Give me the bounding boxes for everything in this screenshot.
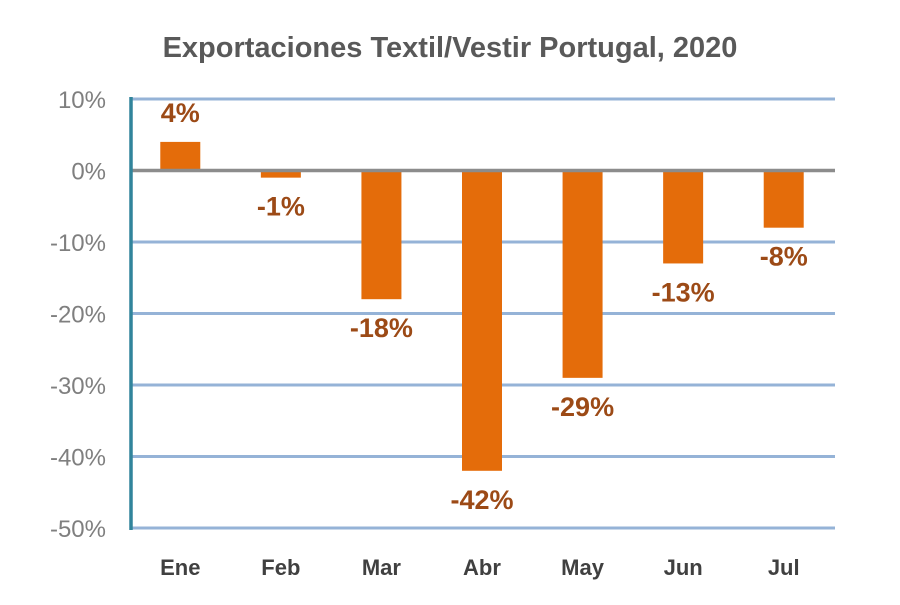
- y-tick-label: -40%: [50, 445, 106, 472]
- x-tick-label: Ene: [160, 555, 200, 580]
- bar: [361, 170, 402, 300]
- data-label: -13%: [652, 277, 715, 307]
- x-tick-label: Jul: [768, 555, 800, 580]
- bar: [663, 170, 704, 264]
- y-tick-label: -50%: [50, 516, 106, 543]
- y-tick-label: -10%: [50, 230, 106, 257]
- x-tick-label: Abr: [463, 555, 501, 580]
- y-tick-label: 10%: [58, 87, 106, 114]
- bar: [763, 170, 804, 228]
- x-tick-label: Feb: [261, 555, 300, 580]
- x-tick-label: Mar: [362, 555, 402, 580]
- data-label: -42%: [450, 485, 513, 515]
- y-tick-label: -30%: [50, 373, 106, 400]
- bar: [160, 141, 201, 171]
- bar: [260, 170, 301, 178]
- chart-title: Exportaciones Textil/Vestir Portugal, 20…: [163, 32, 738, 64]
- data-label: -29%: [551, 392, 614, 422]
- x-tick-label: May: [561, 555, 605, 580]
- x-tick-label: Jun: [664, 555, 703, 580]
- data-label: -8%: [760, 242, 808, 272]
- y-tick-label: 0%: [71, 159, 106, 186]
- data-label: -18%: [350, 313, 413, 343]
- y-tick-label: -20%: [50, 302, 106, 329]
- bar: [562, 170, 603, 378]
- bar: [462, 170, 502, 471]
- data-label: -1%: [257, 192, 305, 222]
- data-label: 4%: [161, 98, 200, 128]
